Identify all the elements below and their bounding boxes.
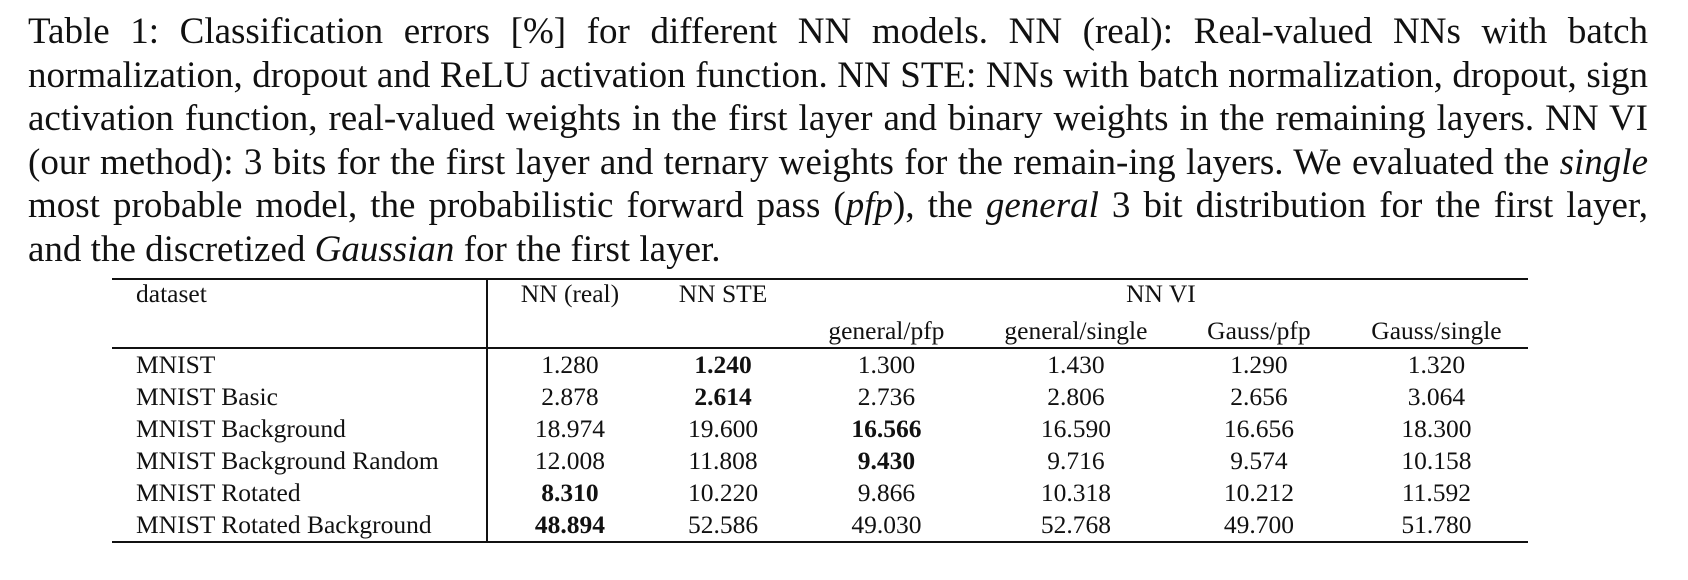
table-caption: Table 1: Classification errors [%] for d… (28, 10, 1648, 272)
row-value-cell: 11.808 (688, 446, 758, 475)
row-value-cell: 1.320 (1407, 350, 1466, 379)
row-dataset-name: MNIST Rotated Background (112, 509, 488, 543)
caption-italic-gaussian: Gaussian (314, 228, 455, 270)
caption-text-3: ), the (893, 185, 986, 227)
row-dataset-name: MNIST Rotated (112, 477, 488, 509)
row-value-cell: 2.614 (694, 382, 752, 411)
header-nn-vi: NN VI (793, 278, 1528, 312)
row-value-cell: 48.894 (486, 509, 653, 543)
header-general-pfp: general/pfp (793, 312, 979, 349)
row-value-cell: 2.736 (857, 382, 916, 411)
header-dataset: dataset (112, 278, 488, 312)
caption-text-2: most probable model, the probabilistic f… (28, 185, 846, 227)
row-value-cell: 52.768 (978, 509, 1173, 543)
row-value-cell: 1.240 (694, 350, 752, 379)
row-dataset-name: MNIST Basic (112, 381, 488, 413)
row-value-cell: 9.866 (857, 478, 916, 507)
header-gauss-single: Gauss/single (1344, 312, 1528, 349)
caption-text-5: for the first layer. (454, 228, 721, 270)
row-value-cell: 18.300 (1401, 414, 1472, 443)
row-value-cell: 18.974 (534, 414, 605, 443)
header-gauss-pfp: Gauss/pfp (1172, 312, 1345, 349)
row-value-cell: 1.290 (1230, 350, 1288, 379)
row-value-cell: 2.656 (1230, 382, 1288, 411)
row-value-cell: 51.780 (1344, 509, 1528, 543)
table-row: MNIST Rotated Background 48.894 52.586 49.0… (112, 509, 1528, 543)
header-nn-real: NN (real) (486, 278, 653, 312)
caption-italic-general: general (985, 185, 1099, 227)
row-value-cell: 11.592 (1401, 478, 1472, 507)
table-row: MNIST Background Random 12.008 11.808 9.430… (112, 445, 1528, 477)
row-value-cell: 19.600 (687, 414, 759, 443)
row-value-cell: 10.158 (1401, 446, 1472, 475)
row-value-cell: 49.030 (793, 509, 979, 543)
row-dataset-name: MNIST Background (112, 413, 488, 445)
row-value-cell: 12.008 (534, 446, 605, 475)
row-value-cell: 49.700 (1172, 509, 1345, 543)
row-value-cell: 1.430 (1047, 350, 1105, 379)
row-value-cell: 10.318 (1040, 478, 1111, 507)
table-row: MNIST Background 18.974 19.600 16.566 16.590… (112, 413, 1528, 445)
row-value-cell: 3.064 (1407, 382, 1466, 411)
caption-italic-single: single (1559, 141, 1648, 183)
row-value-cell: 2.806 (1047, 382, 1105, 411)
row-value-cell: 9.716 (1047, 446, 1105, 475)
caption-italic-pfp: pfp (845, 185, 893, 227)
row-value-cell: 1.300 (857, 350, 916, 379)
table-row: MNIST 1.280 1.240 1.300 1.430 1.290 1.320 (112, 348, 1528, 381)
row-value-cell: 52.586 (652, 509, 794, 543)
row-value-cell: 10.212 (1223, 478, 1294, 507)
row-value-cell: 2.878 (541, 382, 599, 411)
row-value-cell: 8.310 (541, 478, 599, 507)
header-row-1: dataset NN (real) NN STE NN VI (112, 278, 1528, 312)
row-value-cell: 16.656 (1223, 414, 1294, 443)
header-general-single: general/single (978, 312, 1173, 349)
row-value-cell: 9.574 (1230, 446, 1288, 475)
caption-text-1: Table 1: Classification errors [%] for d… (28, 11, 1648, 183)
row-dataset-name: MNIST Background Random (112, 445, 488, 477)
caption-text-4: 3 bit distribution for the first layer, … (28, 185, 1648, 270)
row-value-cell: 10.220 (687, 478, 759, 507)
results-table: dataset NN (real) NN STE NN VI general/p… (112, 278, 1528, 543)
table-row: MNIST Basic 2.878 2.614 2.736 2.806 2.656 3.06… (112, 381, 1528, 413)
table-row: MNIST Rotated 8.310 10.220 9.866 10.318 10.21… (112, 477, 1528, 509)
row-value-cell: 16.590 (1040, 414, 1111, 443)
row-value-cell: 16.566 (851, 414, 922, 443)
header-nn-ste: NN STE (652, 278, 794, 312)
row-value-cell: 1.280 (541, 350, 599, 379)
row-value-cell: 9.430 (857, 446, 916, 475)
table-body: MNIST 1.280 1.240 1.300 1.430 1.290 1.320 MNIST… (112, 348, 1528, 543)
row-dataset-name: MNIST (112, 348, 488, 381)
header-row-2: general/pfp general/single Gauss/pfp Gau… (112, 312, 1528, 349)
